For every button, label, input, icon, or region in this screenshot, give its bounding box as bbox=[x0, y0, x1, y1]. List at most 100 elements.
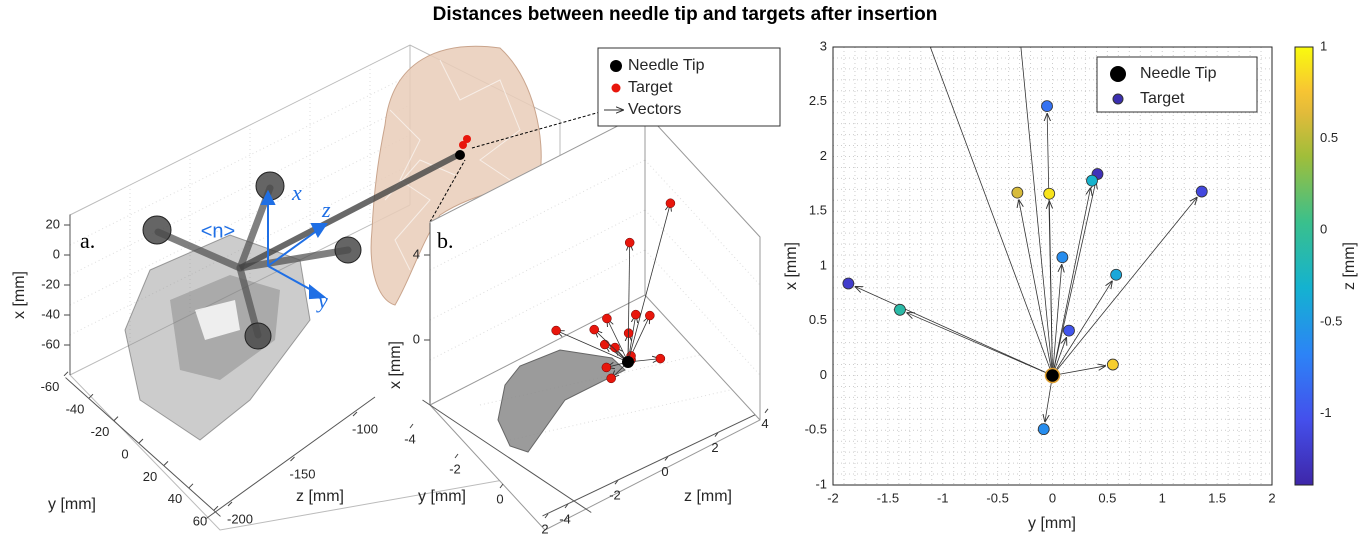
annotation: y bbox=[316, 288, 328, 313]
target-point bbox=[1087, 175, 1098, 186]
tick-label: 2 bbox=[541, 521, 548, 536]
target-point bbox=[552, 326, 561, 335]
legend-label: Vectors bbox=[628, 101, 681, 118]
axis-label: x [mm] bbox=[783, 242, 800, 290]
tick-label: -150 bbox=[289, 466, 315, 481]
needle-tip bbox=[622, 356, 634, 368]
colorbar-tick-label: 0 bbox=[1320, 222, 1327, 237]
target-point bbox=[656, 354, 665, 363]
tick-label: 0 bbox=[413, 331, 420, 346]
x-tick-label: 2 bbox=[1268, 490, 1275, 505]
y-tick-label: 3 bbox=[820, 38, 827, 53]
axis-label: y [mm] bbox=[48, 496, 96, 513]
tick-label: -20 bbox=[41, 276, 60, 291]
tick-label: 0 bbox=[53, 246, 60, 261]
x-tick-label: -0.5 bbox=[986, 490, 1008, 505]
target-point bbox=[1038, 424, 1049, 435]
tick-label: -40 bbox=[66, 402, 85, 417]
x-tick-label: 1 bbox=[1159, 490, 1166, 505]
needle-tip bbox=[1046, 369, 1060, 383]
legend-label: Needle Tip bbox=[628, 57, 705, 74]
target-point bbox=[607, 374, 616, 383]
target-point bbox=[631, 310, 640, 319]
colorbar bbox=[1295, 47, 1313, 485]
axis-label: z [mm] bbox=[296, 488, 344, 505]
axis-label: x [mm] bbox=[11, 271, 28, 319]
y-tick-label: -0.5 bbox=[805, 422, 827, 437]
colorbar-label: z [mm] bbox=[1341, 242, 1358, 290]
target-point bbox=[625, 238, 634, 247]
tick-label: 20 bbox=[143, 469, 157, 484]
tick-label: -4 bbox=[559, 511, 571, 526]
tick-label: 4 bbox=[413, 246, 420, 261]
target-point bbox=[1057, 252, 1068, 263]
target-point bbox=[602, 363, 611, 372]
tick-label: -60 bbox=[41, 336, 60, 351]
tick-label: -100 bbox=[352, 421, 378, 436]
x-tick-label: -1 bbox=[937, 490, 949, 505]
legend-marker bbox=[612, 84, 621, 93]
panel-label: a. bbox=[80, 228, 95, 253]
legend-marker bbox=[1110, 66, 1126, 82]
legend-b: Needle Tip Target Vectors bbox=[598, 48, 780, 126]
x-tick-label: 1.5 bbox=[1208, 490, 1226, 505]
target-point bbox=[1044, 188, 1055, 199]
colorbar-tick-label: -1 bbox=[1320, 405, 1332, 420]
axis-label: x [mm] bbox=[387, 341, 404, 389]
target-point bbox=[1063, 325, 1074, 336]
legend-marker bbox=[610, 60, 622, 72]
legend-c: Needle Tip Target bbox=[1097, 57, 1257, 112]
tick-label: -2 bbox=[609, 488, 621, 503]
legend-marker bbox=[1113, 94, 1123, 104]
target-point bbox=[600, 340, 609, 349]
figure: Distances between needle tip and targets… bbox=[0, 0, 1369, 537]
target-point bbox=[602, 314, 611, 323]
target-point bbox=[1111, 269, 1122, 280]
x-tick-label: 0.5 bbox=[1098, 490, 1116, 505]
target-point bbox=[843, 278, 854, 289]
y-tick-label: 0.5 bbox=[809, 312, 827, 327]
tick-mark bbox=[500, 484, 503, 488]
axis-label: y [mm] bbox=[418, 488, 466, 505]
target-point bbox=[1042, 101, 1053, 112]
tick-label: 40 bbox=[168, 491, 182, 506]
annotation: x bbox=[291, 180, 302, 205]
tick-label: 20 bbox=[46, 216, 60, 231]
colorbar-tick-label: 0.5 bbox=[1320, 130, 1338, 145]
tick-label: 2 bbox=[711, 440, 718, 455]
tick-label: 0 bbox=[661, 464, 668, 479]
tick-mark bbox=[64, 372, 68, 376]
y-tick-label: -1 bbox=[815, 476, 827, 491]
annotation: z bbox=[321, 197, 331, 222]
axis-label: y [mm] bbox=[1028, 515, 1076, 532]
figure-title: Distances between needle tip and targets… bbox=[433, 4, 938, 25]
y-tick-label: 2.5 bbox=[809, 93, 827, 108]
target-point bbox=[590, 325, 599, 334]
tick-label: 60 bbox=[193, 514, 207, 529]
tick-label: 0 bbox=[121, 446, 128, 461]
axis-label: z [mm] bbox=[684, 488, 732, 505]
tick-label: -40 bbox=[41, 306, 60, 321]
tick-label: 0 bbox=[496, 491, 503, 506]
tick-label: -2 bbox=[449, 461, 461, 476]
tick-label: -60 bbox=[41, 379, 60, 394]
legend-label: Needle Tip bbox=[1140, 65, 1217, 82]
tick-label: -20 bbox=[91, 424, 110, 439]
tick-label: 4 bbox=[761, 416, 768, 431]
x-tick-label: 0 bbox=[1049, 490, 1056, 505]
y-tick-label: 1.5 bbox=[809, 203, 827, 218]
y-tick-label: 1 bbox=[820, 257, 827, 272]
y-tick-label: 2 bbox=[820, 148, 827, 163]
legend-label: Target bbox=[1140, 90, 1185, 107]
legend-label: Target bbox=[628, 79, 673, 96]
target-point bbox=[894, 304, 905, 315]
y-tick-label: 0 bbox=[820, 367, 827, 382]
target-point bbox=[1196, 186, 1207, 197]
annotation: <n> bbox=[201, 220, 235, 242]
colorbar-tick-label: 1 bbox=[1320, 38, 1327, 53]
target-point bbox=[611, 343, 620, 352]
tick-label: -4 bbox=[404, 431, 416, 446]
x-tick-label: -1.5 bbox=[877, 490, 899, 505]
target-point bbox=[645, 311, 654, 320]
panel-label: b. bbox=[437, 228, 454, 253]
